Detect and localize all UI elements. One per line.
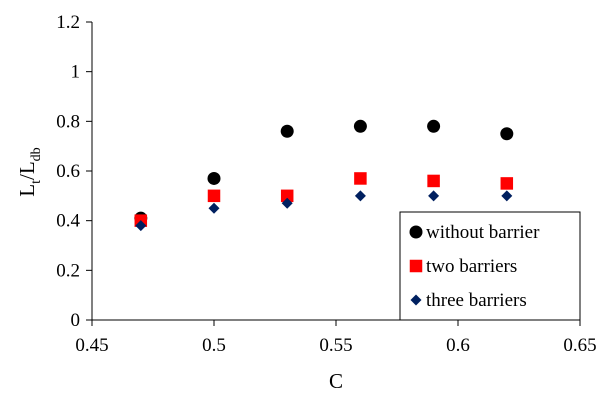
data-point-circle	[500, 127, 514, 141]
data-point-square	[280, 189, 294, 203]
y-axis-ticks: 0 0.2 0.4 0.6 0.8 1 1.2	[56, 12, 92, 331]
legend-item: two barriers	[409, 256, 517, 277]
data-point-diamond	[428, 190, 440, 202]
data-point-diamond	[135, 220, 147, 232]
legend-item: three barriers	[410, 290, 527, 311]
data-point-square	[207, 189, 221, 203]
legend-item: without barrier	[409, 222, 540, 243]
legend-marker-circle	[409, 225, 423, 239]
x-tick-label: 0.55	[319, 335, 352, 356]
data-point-circle	[280, 124, 294, 138]
y-tick-label: 1	[71, 62, 81, 83]
x-tick-label: 0.65	[563, 335, 596, 356]
series-square	[134, 172, 514, 227]
legend-marker-diamond	[410, 294, 422, 306]
data-point-diamond	[501, 190, 513, 202]
y-tick-label: 0.6	[56, 161, 80, 182]
legend-marker-square	[409, 259, 423, 273]
x-axis-ticks: 0.45 0.5 0.55 0.6 0.65	[75, 320, 597, 356]
y-axis-title: Lt/Ldb	[15, 147, 44, 196]
legend-box	[399, 211, 581, 321]
x-tick-label: 0.5	[202, 335, 226, 356]
data-point-square	[354, 172, 367, 185]
data-point-circle	[353, 119, 367, 133]
legend: without barrier two barriers three barrier…	[399, 211, 581, 321]
data-point-circle	[207, 171, 221, 185]
y-tick-label: 0.4	[56, 211, 80, 232]
series-circle	[134, 119, 514, 225]
data-point-diamond	[281, 197, 293, 209]
data-point-circle	[427, 119, 441, 133]
x-tick-label: 0.45	[75, 335, 108, 356]
data-point-square	[427, 174, 440, 188]
series-diamond	[135, 190, 513, 232]
y-tick-label: 0.2	[56, 260, 80, 281]
y-tick-label: 1.2	[56, 12, 80, 33]
data-point-diamond	[208, 202, 220, 214]
data-point-diamond	[354, 190, 366, 202]
x-axis-title: C	[329, 369, 343, 393]
legend-label: two barriers	[426, 256, 517, 277]
x-tick-label: 0.6	[446, 335, 470, 356]
y-tick-label: 0	[71, 310, 81, 331]
legend-label: without barrier	[426, 222, 540, 243]
series-layer	[134, 119, 514, 232]
legend-label: three barriers	[426, 290, 527, 311]
data-point-square	[500, 177, 514, 190]
y-tick-label: 0.8	[56, 111, 80, 132]
